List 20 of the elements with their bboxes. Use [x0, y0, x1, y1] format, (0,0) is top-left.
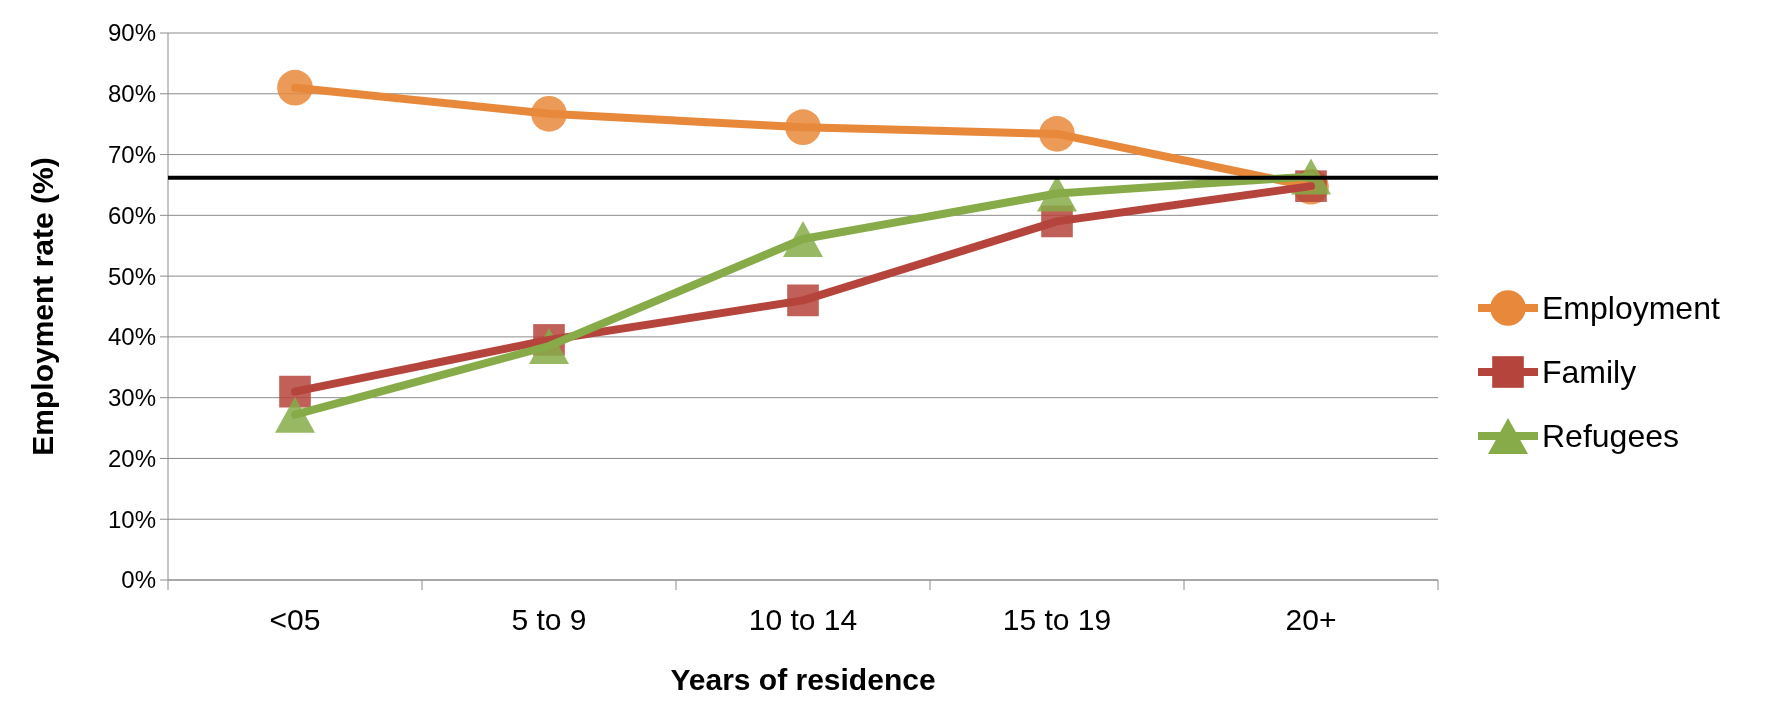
- y-tick-label: 50%: [107, 262, 156, 290]
- y-tick-label: 0%: [121, 566, 156, 594]
- x-tick-label: 15 to 19: [1002, 603, 1112, 636]
- legend-label: Refugees: [1542, 418, 1679, 455]
- y-tick-label: 60%: [107, 201, 156, 229]
- legend-label: Employment: [1542, 290, 1720, 327]
- y-tick-label: 90%: [107, 19, 156, 47]
- legend-label: Family: [1542, 354, 1637, 391]
- x-tick-label: 5 to 9: [511, 603, 587, 636]
- x-tick-label: 10 to 14: [748, 603, 858, 636]
- y-tick-label: 30%: [107, 384, 156, 412]
- y-axis-title: Employment rate (%): [26, 157, 59, 456]
- x-tick-label: 20+: [1285, 603, 1337, 636]
- x-tick-label: <05: [269, 603, 321, 636]
- y-tick-label: 20%: [107, 444, 156, 472]
- y-tick-label: 40%: [107, 323, 156, 351]
- y-tick-label: 10%: [107, 505, 156, 533]
- y-tick-label: 70%: [107, 140, 156, 168]
- x-axis-title: Years of residence: [670, 663, 936, 696]
- y-tick-label: 80%: [107, 80, 156, 108]
